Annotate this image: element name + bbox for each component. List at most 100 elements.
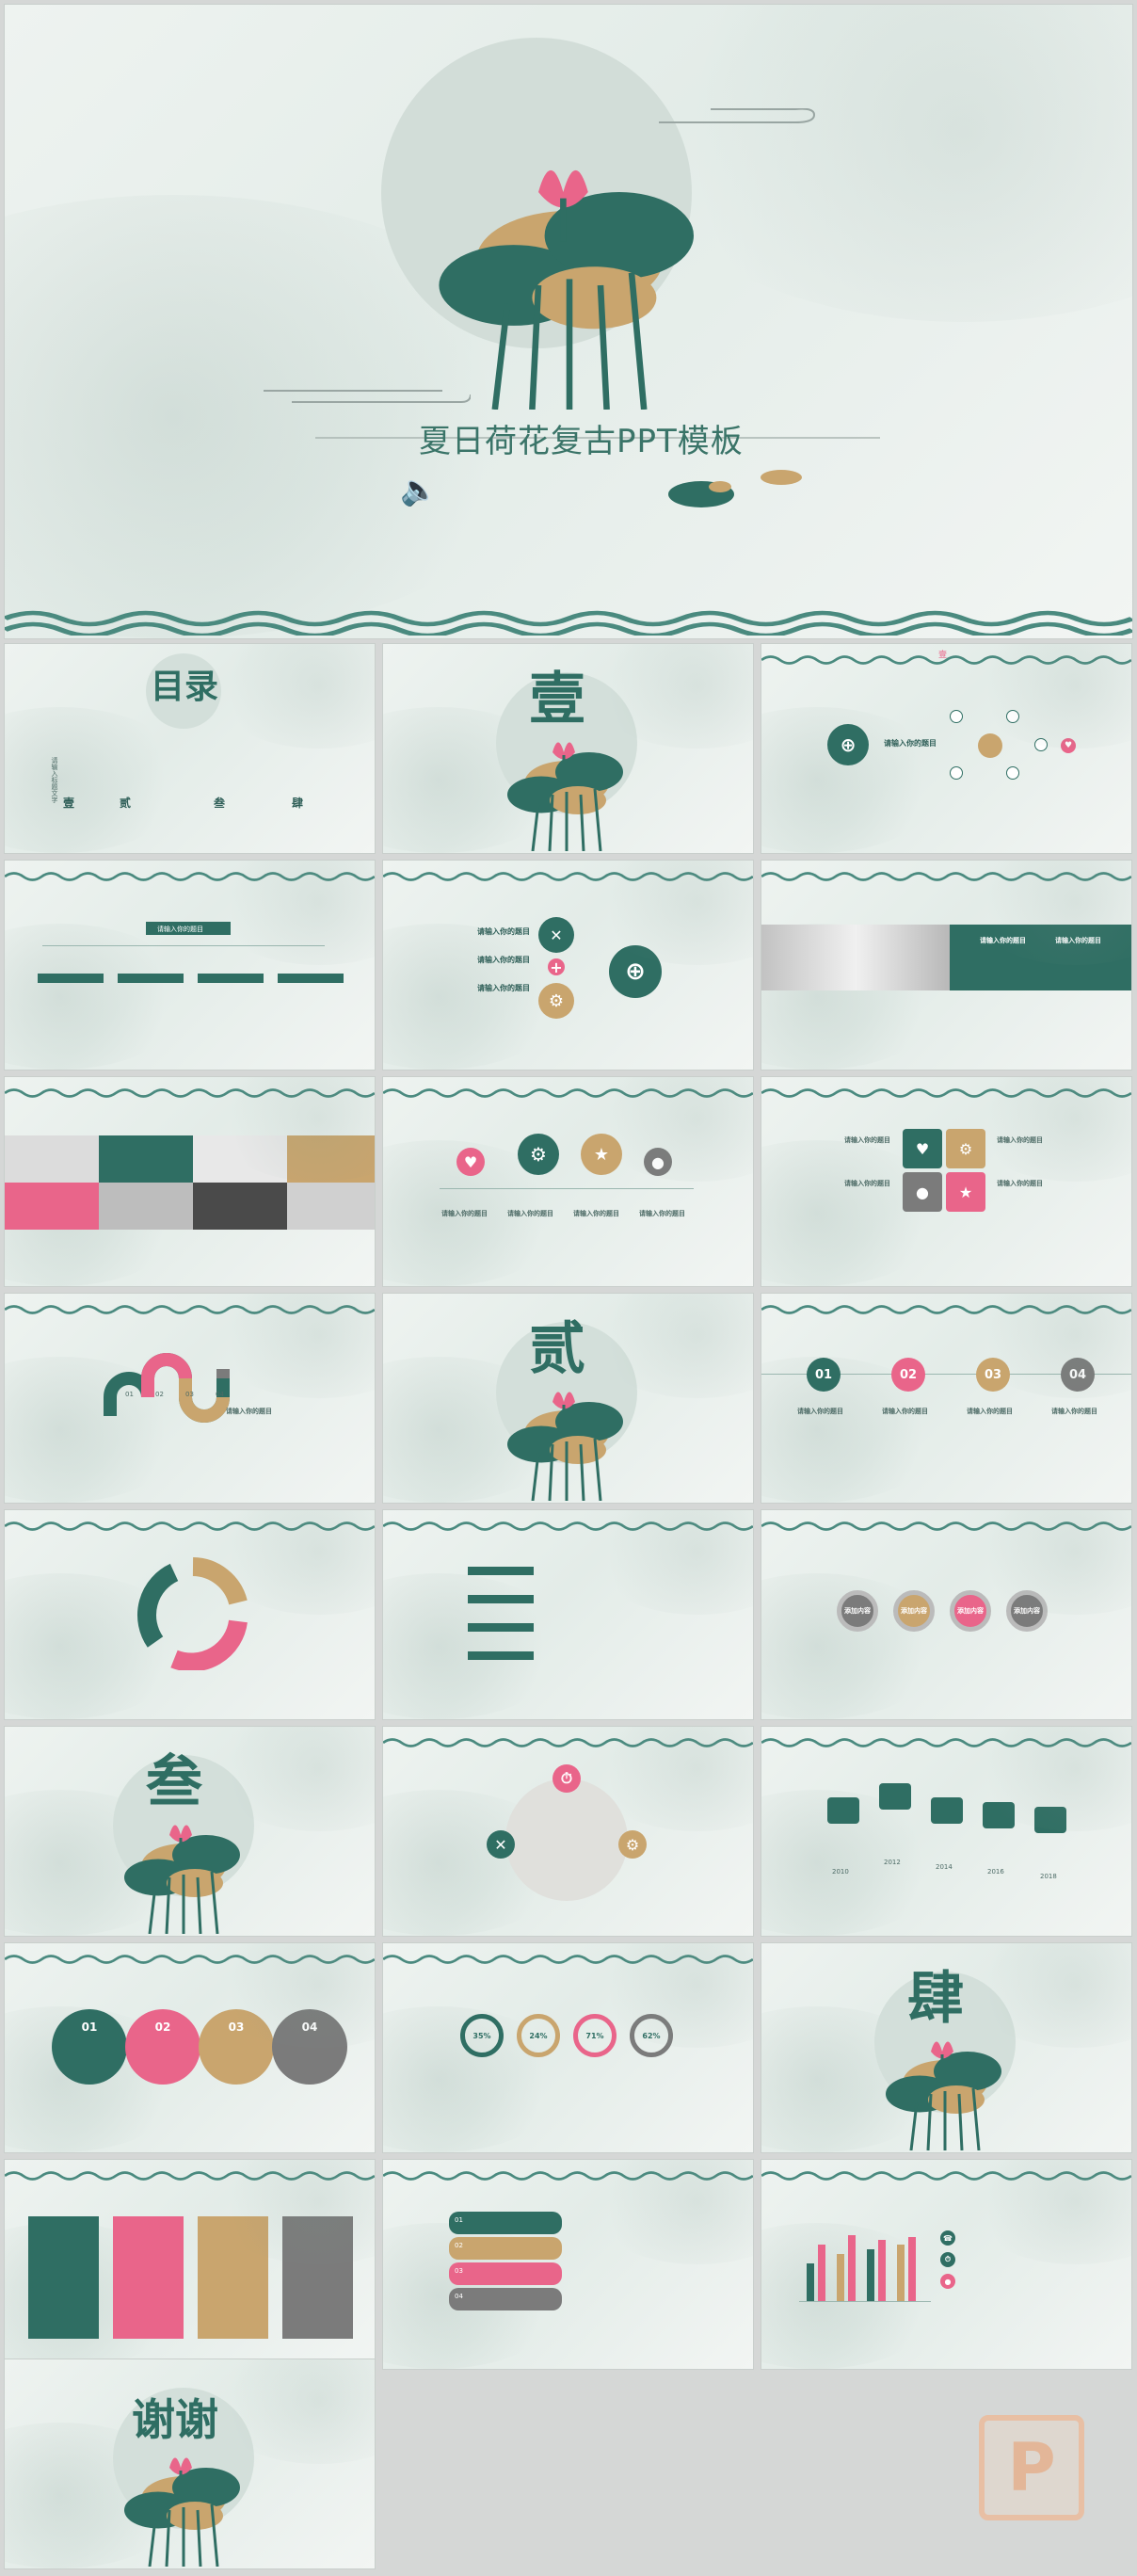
- globe-icon: ⊕: [827, 724, 869, 765]
- slide-snake-path[interactable]: 01 02 03 04 请输入你的题目: [4, 1293, 376, 1504]
- item-title: 请输入你的题目: [997, 1180, 1043, 1187]
- org-root-label: 请输入你的题目: [157, 926, 203, 933]
- slide-timeline[interactable]: 2010 2012 2014 2016 2018: [761, 1726, 1132, 1937]
- slide-toc[interactable]: 目录 壹 贰 叁 肆 请输入标题文字: [4, 643, 376, 854]
- section-char: 贰: [529, 1316, 585, 1382]
- section-char: 肆: [907, 1966, 964, 2032]
- timeline-line: [440, 1188, 694, 1189]
- section-char: 壹: [529, 667, 585, 733]
- number-circle: 04: [1061, 1358, 1095, 1392]
- timeline-card: [983, 1802, 1015, 1828]
- item-title: 请输入你的题目: [844, 1136, 890, 1144]
- slide-section-two[interactable]: 贰: [382, 1293, 754, 1504]
- title-slide[interactable]: 夏日荷花复古PPT模板 🔈: [4, 4, 1133, 639]
- wave-border: [5, 1305, 375, 1314]
- slide-thanks[interactable]: 谢谢: [4, 2359, 376, 2569]
- year-label: 2012: [884, 1859, 901, 1866]
- item-title: 请输入你的题目: [1051, 1408, 1097, 1415]
- step-number: 03: [185, 1391, 194, 1398]
- wave-border: [383, 1738, 753, 1747]
- step-number: 02: [155, 1391, 164, 1398]
- speaker-icon[interactable]: 🔈: [400, 472, 438, 507]
- slide-hub-diagram[interactable]: 壹 ⊕ 请输入你的题目 ♥: [761, 643, 1132, 854]
- wave-border: [5, 872, 375, 881]
- item-title: 请输入你的题目: [997, 1136, 1043, 1144]
- slide-mountain-circle[interactable]: ⏱ ✕ ⚙: [382, 1726, 754, 1937]
- number-circle: 02: [891, 1358, 925, 1392]
- list-bar: [468, 1651, 534, 1660]
- wave-border: [5, 2171, 375, 2181]
- ring-step: 添加内容: [837, 1590, 878, 1632]
- cloud-decoration: [659, 108, 816, 123]
- step-number: 01: [125, 1391, 134, 1398]
- list-bar: [468, 1567, 534, 1575]
- band: [449, 2262, 562, 2285]
- slide-icon-list[interactable]: ✕ + ⚙ ⊕ 请输入你的题目 请输入你的题目 请输入你的题目: [382, 860, 754, 1071]
- org-child: [118, 974, 184, 983]
- slide-photo-grid[interactable]: [4, 1076, 376, 1287]
- wave-border: [5, 1955, 375, 1964]
- cycle-diagram: [137, 1557, 248, 1670]
- slide-bar-chart[interactable]: ☎ ⏱ ●: [761, 2159, 1132, 2370]
- slide-org-chart[interactable]: 请输入你的题目: [4, 860, 376, 1071]
- banner-photo: [761, 925, 950, 990]
- item-title: 请输入你的题目: [226, 1408, 272, 1415]
- year-label: 2018: [1040, 1873, 1057, 1880]
- band: [449, 2212, 562, 2234]
- slide-photo-cards[interactable]: [4, 2159, 376, 2370]
- wave-border: [761, 1521, 1131, 1531]
- timeline-card: [931, 1797, 963, 1824]
- item-title: 请输入你的题目: [477, 984, 530, 992]
- slide-ring-steps[interactable]: 添加内容 添加内容 添加内容 添加内容: [761, 1509, 1132, 1720]
- slide-photo-banner[interactable]: 请输入你的题目 请输入你的题目: [761, 860, 1132, 1071]
- toc-item-3: 叁: [214, 797, 226, 810]
- section-tag: 壹: [938, 651, 948, 660]
- photo-card: [282, 2216, 353, 2339]
- wave-border: [383, 2171, 753, 2181]
- watermark-letter: P: [1007, 2429, 1056, 2506]
- slide-icon-row[interactable]: ♥ ⚙ ★ ● 请输入你的题目 请输入你的题目 请输入你的题目 请输入你的题目: [382, 1076, 754, 1287]
- band-number: 03: [455, 2267, 463, 2275]
- year-label: 2010: [832, 1868, 849, 1876]
- slide-section-one[interactable]: 壹: [382, 643, 754, 854]
- mountain-circle: [505, 1779, 628, 1901]
- org-root: [146, 922, 231, 935]
- wave-border: [761, 1738, 1131, 1747]
- slide-lotus-list[interactable]: [382, 1509, 754, 1720]
- grid-tile-teal: [99, 1135, 193, 1183]
- slide-cycle[interactable]: [4, 1509, 376, 1720]
- slide-section-three[interactable]: 叁: [4, 1726, 376, 1937]
- band: [449, 2237, 562, 2260]
- heart-icon: ♥: [1061, 738, 1076, 753]
- timeline-card: [1034, 1807, 1066, 1833]
- slide-percent-rings[interactable]: 35% 24% 71% 62%: [382, 1942, 754, 2153]
- item-title: 请输入你的题目: [507, 1210, 553, 1217]
- thanks-text: 谢谢: [132, 2394, 218, 2445]
- number-circle: 01: [52, 2009, 127, 2085]
- cloud-decoration: [264, 390, 471, 403]
- bar: [807, 2263, 814, 2301]
- gear-icon: ⚙: [538, 983, 574, 1019]
- toc-item-1: 壹: [63, 797, 75, 810]
- lily-pad-decoration: [668, 470, 802, 507]
- org-connector: [42, 945, 325, 946]
- banner-title: 请输入你的题目: [1055, 937, 1101, 944]
- org-child: [278, 974, 344, 983]
- lotus-illustration: [362, 99, 777, 410]
- toc-item-2: 贰: [120, 797, 132, 810]
- slide-quad-icons[interactable]: ♥ ⚙ ● ★ 请输入你的题目 请输入你的题目 请输入你的题目 请输入你的题目: [761, 1076, 1132, 1287]
- item-title: 请输入你的题目: [573, 1210, 619, 1217]
- slide-four-circles[interactable]: 01 02 03 04: [4, 1942, 376, 2153]
- grid-photo: [5, 1135, 99, 1183]
- wave-border: [383, 1088, 753, 1098]
- pin-icon: ●: [940, 2274, 955, 2289]
- wave-border: [761, 1305, 1131, 1314]
- toc-title: 目录: [151, 667, 219, 706]
- slide-section-four[interactable]: 肆: [761, 1942, 1132, 2153]
- slide-wave-bands[interactable]: 01 02 03 04: [382, 2159, 754, 2370]
- gear-icon: ⚙: [518, 1134, 559, 1175]
- slide-numbered-circles[interactable]: 01 02 03 04 请输入你的题目 请输入你的题目 请输入你的题目 请输入你…: [761, 1293, 1132, 1504]
- globe-icon: ⊕: [609, 945, 662, 998]
- photo-card: [198, 2216, 268, 2339]
- section-char: 叁: [146, 1749, 202, 1815]
